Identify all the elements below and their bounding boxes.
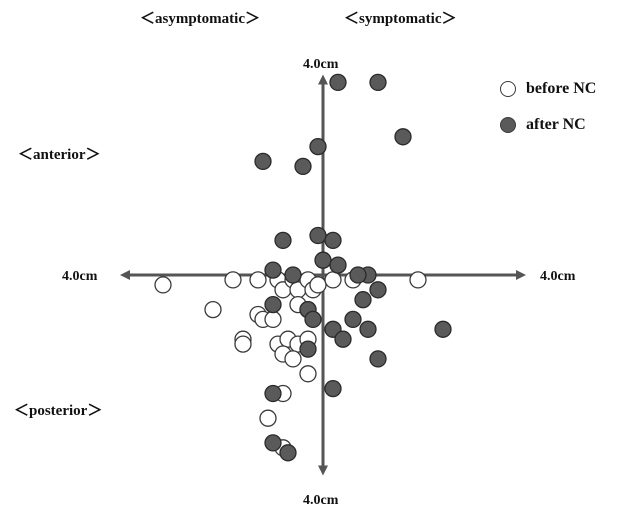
axis-left-label: 4.0cm <box>62 269 98 284</box>
after-nc-point-1 <box>329 73 347 92</box>
legend-label-after: after NC <box>526 116 586 133</box>
after-nc-point-25 <box>434 320 452 338</box>
after-nc-point-16 <box>369 281 387 299</box>
after-nc-point-22 <box>359 320 377 338</box>
after-nc-point-2 <box>369 73 387 92</box>
after-nc-point-17 <box>354 291 372 309</box>
after-nc-point-5 <box>254 152 272 171</box>
before-nc-point-14 <box>409 271 427 289</box>
filled-circle-marker-icon <box>500 117 516 133</box>
after-nc-point-28 <box>324 379 342 398</box>
after-nc-point-7 <box>274 231 292 250</box>
anterior-label: ＜anterior＞ <box>18 147 101 163</box>
after-nc-point-31 <box>279 444 297 462</box>
after-nc-point-30 <box>264 434 282 452</box>
legend-item-before: before NC <box>500 80 596 98</box>
after-nc-point-8 <box>309 226 327 245</box>
before-nc-point-2 <box>224 271 242 289</box>
after-nc-point-18 <box>264 295 282 314</box>
before-nc-point-17 <box>264 310 282 329</box>
legend-item-after: after NC <box>500 116 586 134</box>
after-nc-point-29 <box>264 384 282 403</box>
posterior-label: ＜posterior＞ <box>14 403 103 419</box>
after-nc-point-20 <box>304 310 322 329</box>
before-nc-point-21 <box>234 335 252 353</box>
axis-bottom-label: 4.0cm <box>303 493 339 508</box>
symptomatic-label: ＜symptomatic＞ <box>344 11 457 27</box>
after-nc-point-26 <box>299 340 317 358</box>
after-nc-point-11 <box>329 256 347 274</box>
after-nc-point-10 <box>314 251 332 269</box>
legend-label-before: before NC <box>526 80 597 97</box>
after-nc-point-15 <box>349 266 367 284</box>
before-nc-point-4 <box>249 271 267 289</box>
after-nc-point-13 <box>284 266 302 284</box>
after-nc-point-4 <box>309 137 327 156</box>
data-points <box>154 73 452 462</box>
axis-right-label: 4.0cm <box>540 269 576 284</box>
before-nc-point-27 <box>284 350 302 368</box>
after-nc-point-12 <box>264 261 282 279</box>
after-nc-point-3 <box>394 128 412 146</box>
after-nc-point-24 <box>334 330 352 348</box>
after-nc-point-9 <box>324 231 342 250</box>
axis-top-label: 4.0cm <box>303 57 339 72</box>
asymptomatic-label: ＜asymptomatic＞ <box>140 11 260 27</box>
axes <box>120 74 526 476</box>
before-nc-point-11 <box>309 276 327 294</box>
before-nc-point-28 <box>299 365 317 383</box>
before-nc-point-12 <box>324 271 342 289</box>
before-nc-point-3 <box>204 300 222 319</box>
after-nc-point-27 <box>369 350 387 368</box>
after-nc-point-21 <box>344 310 362 329</box>
after-nc-point-6 <box>294 157 312 176</box>
before-nc-point-30 <box>259 409 277 427</box>
open-circle-marker-icon <box>500 81 516 97</box>
before-nc-point-1 <box>154 276 172 294</box>
